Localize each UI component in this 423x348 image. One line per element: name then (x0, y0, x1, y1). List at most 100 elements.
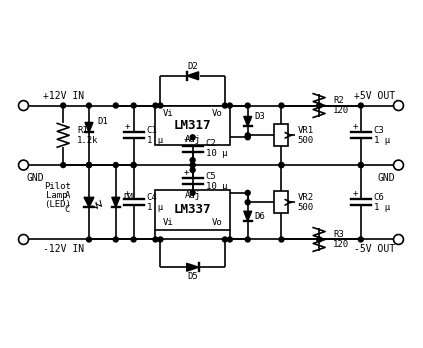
Text: GND: GND (378, 173, 396, 183)
Circle shape (245, 135, 250, 140)
Polygon shape (187, 72, 199, 80)
Text: -5V OUT: -5V OUT (354, 244, 396, 254)
Circle shape (358, 163, 363, 167)
Circle shape (131, 103, 136, 108)
Circle shape (190, 158, 195, 163)
Circle shape (131, 163, 136, 167)
Text: 500: 500 (297, 136, 313, 145)
Text: +: + (125, 122, 130, 131)
Circle shape (279, 237, 284, 242)
Text: VR1: VR1 (297, 126, 313, 135)
Text: LM317: LM317 (174, 119, 212, 132)
Text: D3: D3 (255, 112, 265, 121)
Circle shape (153, 103, 158, 108)
Text: +: + (125, 189, 130, 198)
Circle shape (245, 190, 250, 195)
Polygon shape (112, 197, 120, 207)
Circle shape (87, 103, 91, 108)
Text: C: C (64, 205, 70, 214)
Circle shape (158, 103, 163, 108)
Circle shape (279, 163, 284, 167)
Text: C4: C4 (146, 193, 157, 202)
Text: 10 μ: 10 μ (206, 182, 227, 191)
Text: R3: R3 (333, 230, 344, 239)
Bar (275, 124, 288, 146)
Text: Vi: Vi (162, 109, 173, 118)
Polygon shape (84, 197, 94, 207)
Text: D6: D6 (255, 212, 265, 221)
Text: D4: D4 (124, 193, 135, 202)
Circle shape (87, 163, 91, 167)
Text: Adj: Adj (184, 135, 201, 144)
Circle shape (190, 163, 195, 167)
Text: +: + (352, 189, 357, 198)
Text: Vo: Vo (212, 109, 223, 118)
Polygon shape (244, 117, 252, 126)
Text: 500: 500 (297, 203, 313, 212)
Circle shape (317, 103, 321, 108)
Text: Pilot: Pilot (44, 182, 71, 191)
Text: 10 μ: 10 μ (206, 149, 227, 158)
Text: Lamp: Lamp (47, 191, 68, 200)
Polygon shape (85, 122, 93, 132)
Circle shape (222, 237, 228, 242)
Text: 1 μ: 1 μ (374, 203, 390, 212)
Text: GND: GND (27, 173, 44, 183)
Circle shape (87, 237, 91, 242)
Text: 120: 120 (333, 106, 349, 115)
Circle shape (245, 237, 250, 242)
Text: 1 μ: 1 μ (374, 136, 390, 145)
Circle shape (358, 163, 363, 167)
Circle shape (153, 237, 158, 242)
Text: +12V IN: +12V IN (43, 90, 85, 101)
Text: A: A (64, 191, 70, 200)
Text: Vo: Vo (212, 218, 223, 227)
Text: +: + (184, 168, 190, 177)
Circle shape (113, 103, 118, 108)
Text: Vi: Vi (162, 218, 173, 227)
Text: LM337: LM337 (174, 203, 212, 216)
Text: C3: C3 (374, 126, 385, 135)
Circle shape (113, 237, 118, 242)
Circle shape (190, 190, 195, 195)
Polygon shape (187, 263, 199, 271)
Text: C1: C1 (146, 126, 157, 135)
Circle shape (317, 237, 321, 242)
Polygon shape (244, 211, 252, 221)
Text: +5V OUT: +5V OUT (354, 90, 396, 101)
Text: VR2: VR2 (297, 193, 313, 202)
Text: +: + (352, 122, 357, 131)
Circle shape (113, 163, 118, 167)
Bar (275, 191, 288, 213)
Circle shape (245, 200, 250, 205)
Text: R1: R1 (77, 126, 88, 135)
Circle shape (245, 133, 250, 138)
Circle shape (87, 163, 91, 167)
Circle shape (158, 237, 163, 242)
Circle shape (228, 237, 232, 242)
Bar (155, 190, 230, 230)
Circle shape (190, 167, 195, 173)
Circle shape (279, 163, 284, 167)
Text: 1.2k: 1.2k (77, 136, 99, 145)
Text: D2: D2 (187, 62, 198, 71)
Text: -12V IN: -12V IN (43, 244, 85, 254)
Circle shape (190, 163, 195, 167)
Text: C6: C6 (374, 193, 385, 202)
Circle shape (358, 103, 363, 108)
Circle shape (61, 163, 66, 167)
Circle shape (61, 103, 66, 108)
Text: 1 μ: 1 μ (146, 136, 163, 145)
Text: +: + (184, 135, 190, 144)
Circle shape (190, 135, 195, 140)
Circle shape (228, 103, 232, 108)
Text: Adj: Adj (184, 191, 201, 200)
Circle shape (131, 237, 136, 242)
Text: 120: 120 (333, 240, 349, 249)
Text: C2: C2 (206, 139, 216, 148)
Circle shape (222, 103, 228, 108)
Text: R2: R2 (333, 96, 344, 105)
Circle shape (245, 103, 250, 108)
Circle shape (279, 103, 284, 108)
Text: (LED): (LED) (44, 200, 71, 209)
